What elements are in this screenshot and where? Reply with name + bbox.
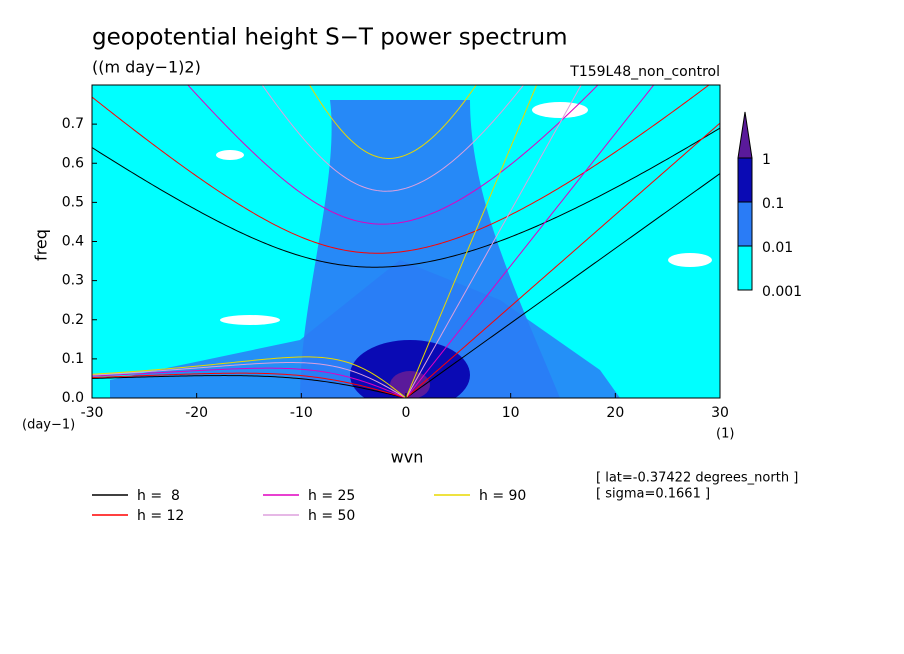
field-region [532, 102, 588, 118]
field-region [390, 371, 430, 398]
legend-label: h = 90 [479, 488, 526, 504]
field-region [216, 150, 244, 160]
field-region [110, 260, 620, 398]
colorbar-label: 0.01 [762, 240, 793, 256]
colorbar-label: 0.1 [762, 196, 784, 212]
x-axis-label: wvn [391, 448, 424, 467]
colorbar-extension [737, 111, 753, 159]
y-tick-label: 0.5 [62, 194, 84, 210]
y-tick-label: 0.1 [62, 351, 84, 367]
colorbar-swatch [737, 201, 753, 247]
y-tick-label: 0.7 [62, 116, 84, 132]
x-tick-label: 20 [606, 405, 624, 421]
field-region [220, 315, 280, 325]
colorbar-label: 1 [762, 152, 771, 168]
dispersion-curve [405, 85, 538, 398]
dispersion-curves [92, 85, 720, 398]
dispersion-curve [92, 356, 407, 398]
colorbar-label: 0.001 [762, 284, 802, 300]
legend-label: h = 25 [308, 488, 355, 504]
x-tick-label: -20 [185, 405, 208, 421]
y-tick-label: 0.3 [62, 273, 84, 289]
annotation: [ sigma=0.1661 ] [596, 487, 710, 502]
dispersion-curve [261, 85, 525, 192]
y-tick-label: 0.2 [62, 312, 84, 328]
y-tick-label: 0.4 [62, 234, 84, 250]
legend-label: h = 12 [137, 508, 184, 524]
x-tick-label: -10 [290, 405, 313, 421]
colorbar-swatch [737, 157, 753, 203]
dispersion-curve [92, 85, 710, 254]
y-unit: (day−1) [22, 418, 75, 433]
dispersion-curve [308, 85, 477, 159]
field-region [668, 253, 712, 267]
x-tick-label: 30 [711, 405, 729, 421]
spectrum-field [92, 85, 720, 398]
x-tick-label: 10 [502, 405, 520, 421]
dispersion-curve [187, 85, 599, 225]
y-axis-label: freq [32, 229, 51, 261]
run-label: T159L48_non_control [569, 64, 720, 80]
dispersion-curve [405, 173, 720, 398]
chart-title: geopotential height S−T power spectrum [92, 25, 568, 51]
dispersion-curve [92, 375, 407, 398]
dispersion-curve [92, 367, 407, 398]
dispersion-curve [92, 127, 720, 268]
dispersion-curve [92, 372, 407, 398]
dispersion-curve [405, 85, 655, 398]
dispersion-curve [405, 122, 720, 398]
chart-subtitle: ((m day−1)2) [92, 58, 201, 77]
annotation: [ lat=-0.37422 degrees_north ] [596, 471, 798, 486]
dispersion-curve [92, 362, 407, 398]
x-tick-label: -30 [81, 405, 104, 421]
x-tick-label: 0 [402, 405, 411, 421]
legend-label: h = 50 [308, 508, 355, 524]
x-unit: (1) [716, 427, 734, 442]
y-tick-label: 0.0 [62, 390, 84, 406]
dispersion-curve [405, 85, 582, 398]
y-tick-label: 0.6 [62, 155, 84, 171]
legend-label: h = 8 [137, 488, 180, 504]
colorbar-swatch [737, 245, 753, 291]
